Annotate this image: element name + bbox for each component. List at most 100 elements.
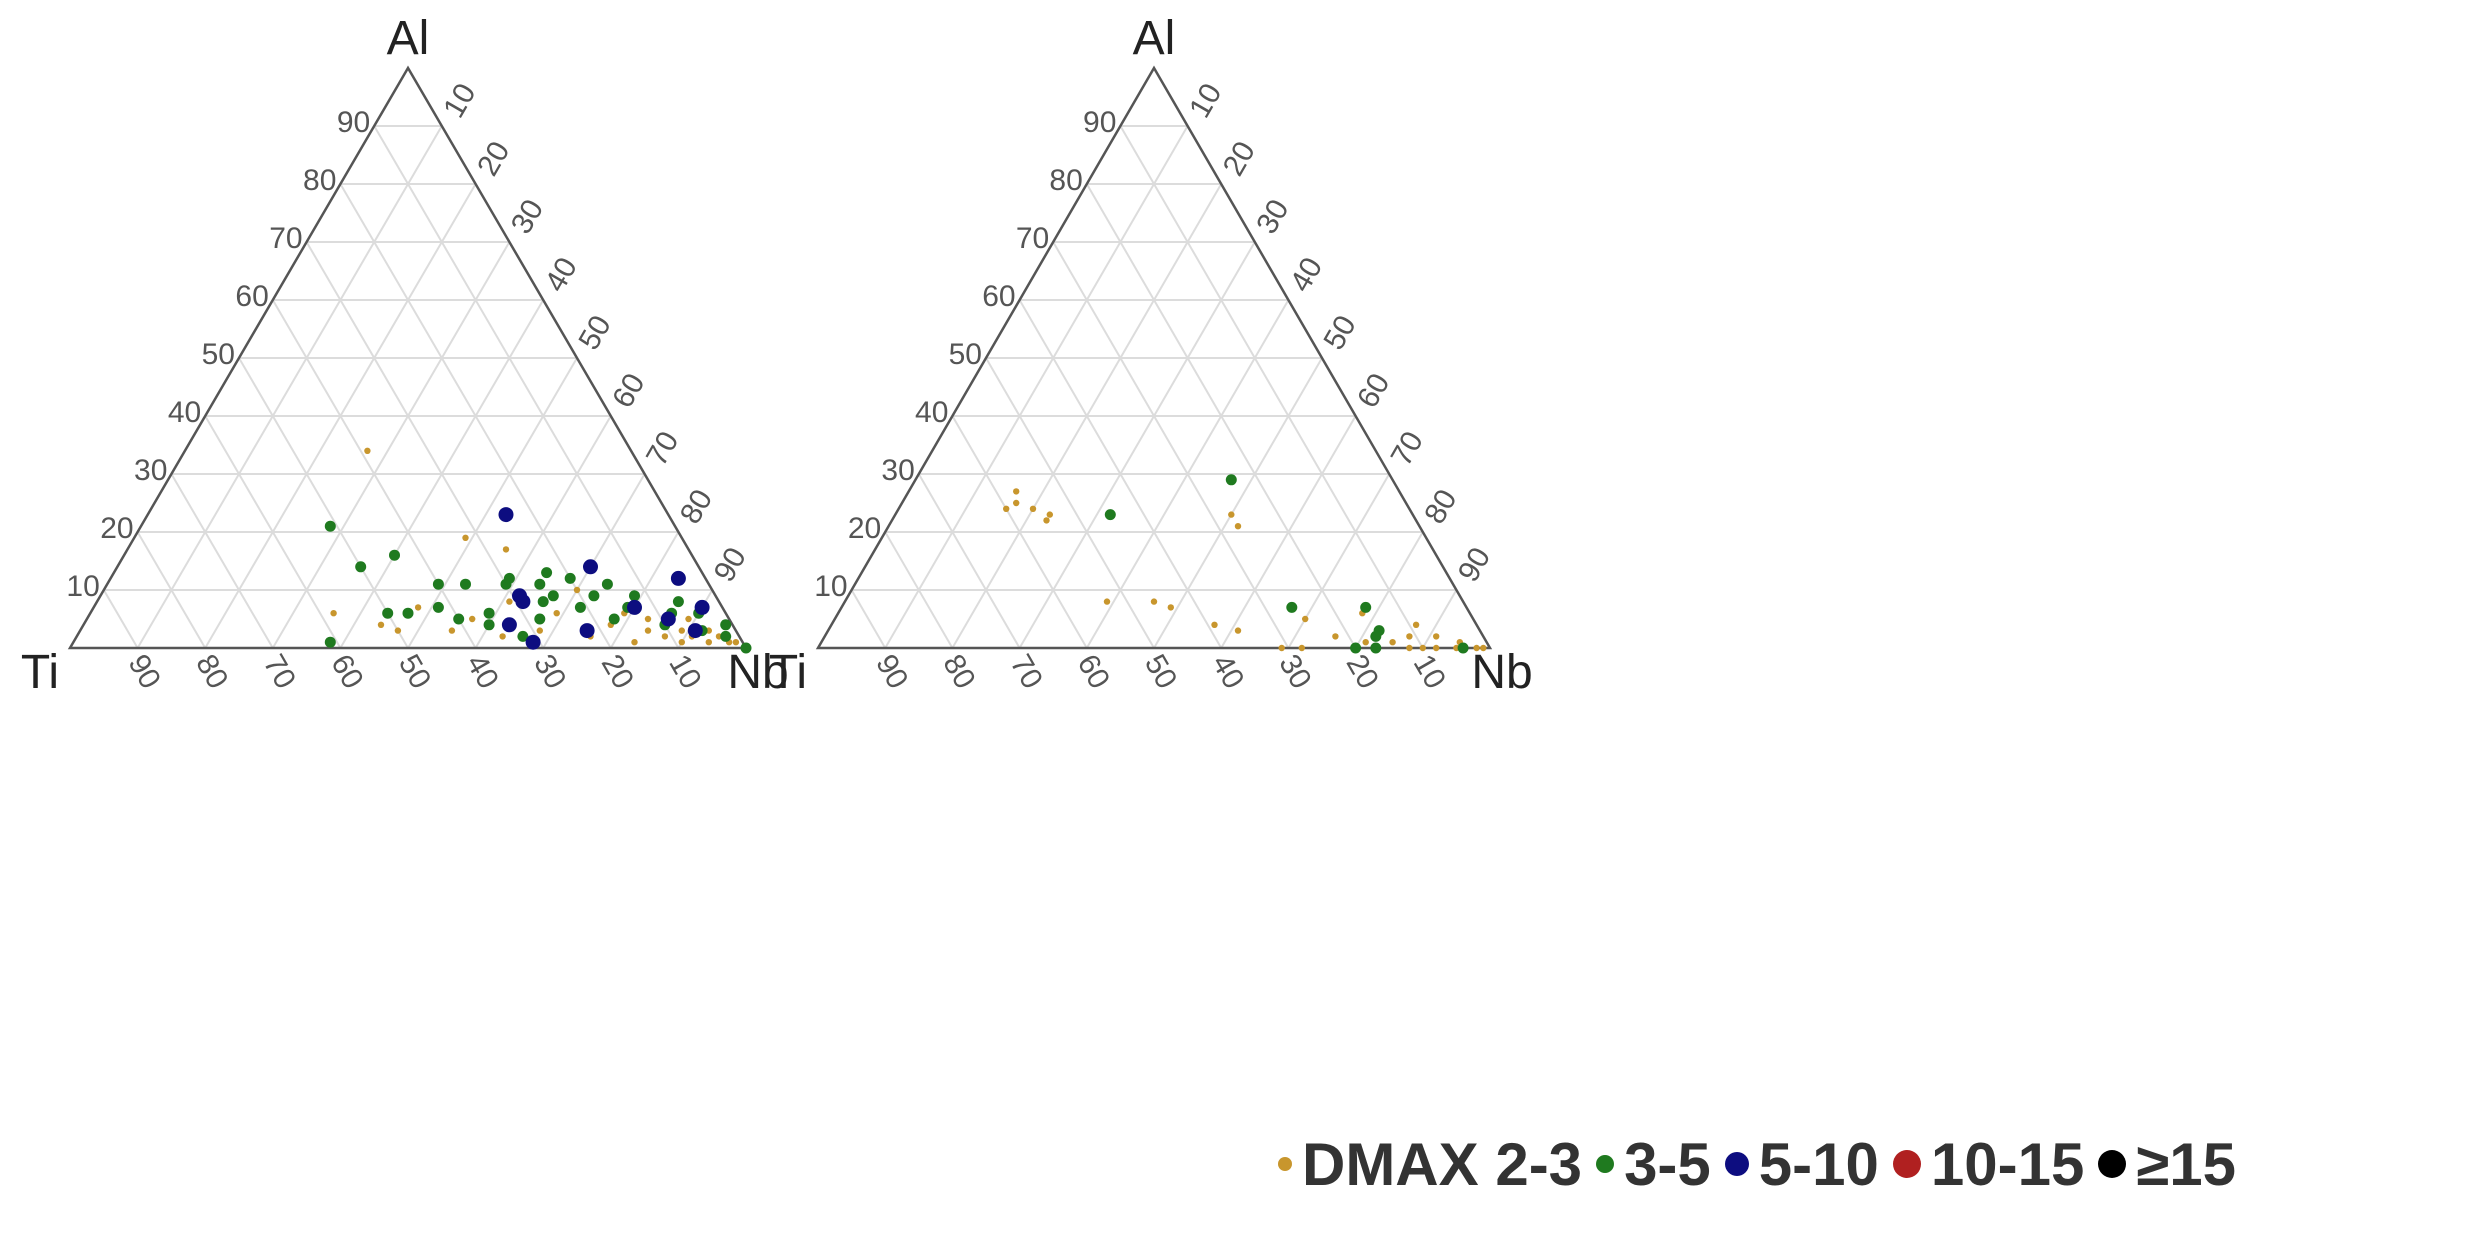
- grid-line: [1354, 531, 1424, 649]
- data-point: [1350, 642, 1362, 654]
- data-point: [579, 623, 595, 639]
- tick-label-al: 30: [881, 454, 914, 487]
- tick-label-nb: 40: [1284, 252, 1329, 297]
- tick-label-nb: 60: [1351, 368, 1396, 413]
- tick-label-ti: 80: [936, 649, 981, 694]
- data-point: [502, 546, 510, 553]
- data-point: [534, 613, 546, 625]
- data-point: [1433, 644, 1440, 652]
- data-point: [499, 633, 506, 640]
- data-point: [631, 639, 638, 646]
- data-point: [469, 615, 476, 623]
- legend-item-3-5: 3-5: [1596, 1130, 1711, 1199]
- data-point: [1286, 601, 1298, 613]
- tick-label-ti: 50: [1138, 649, 1183, 694]
- data-point: [377, 621, 385, 628]
- data-point: [1360, 601, 1372, 613]
- tick-label-ti: 90: [122, 649, 167, 694]
- data-point: [483, 619, 495, 631]
- grid-line: [951, 415, 1088, 649]
- data-point: [483, 607, 495, 619]
- data-point: [1373, 625, 1385, 637]
- tick-label-al: 20: [848, 512, 881, 545]
- data-point: [324, 636, 336, 648]
- data-points: [324, 447, 752, 654]
- tick-label-al: 80: [1049, 164, 1082, 197]
- grid-line: [136, 531, 207, 649]
- tick-label-nb: 30: [505, 194, 550, 239]
- data-point: [1473, 644, 1480, 652]
- data-point: [1013, 499, 1020, 507]
- tick-label-al: 70: [1016, 222, 1049, 255]
- tick-label-al: 90: [1083, 106, 1116, 139]
- tick-label-nb: 20: [471, 136, 516, 181]
- grid-line: [407, 357, 578, 649]
- grid-line: [271, 241, 511, 649]
- triangle-frame: [67, 65, 749, 650]
- grid-line: [238, 357, 409, 649]
- legend-label: DMAX 2-3: [1302, 1130, 1583, 1198]
- grid-line: [609, 531, 680, 649]
- tick-label-ti: 50: [392, 649, 437, 694]
- data-point: [364, 447, 371, 454]
- data-point: [462, 534, 469, 541]
- data-point: [525, 634, 541, 650]
- tick-label-nb: 50: [572, 310, 617, 355]
- data-point: [574, 601, 586, 613]
- grid: [850, 125, 1458, 649]
- legend-item-10-15: 10-15: [1892, 1130, 2084, 1199]
- data-point: [1029, 505, 1037, 512]
- grid-line: [884, 531, 954, 649]
- data-point: [678, 639, 685, 646]
- data-point: [1150, 598, 1158, 605]
- tick-label-ti: 80: [189, 649, 234, 694]
- grid: [102, 125, 714, 649]
- vertex-label-nb: Nb: [727, 646, 788, 699]
- tick-label-ti: 90: [869, 649, 914, 694]
- legend: DMAX 2-3 3-5 5-10 10-15 ≥15: [1278, 1128, 2250, 1200]
- vertex-label-al: Al: [1133, 12, 1176, 65]
- tick-label-al: 80: [303, 164, 336, 197]
- data-point: [1234, 627, 1242, 634]
- tick-label-al: 50: [202, 338, 235, 371]
- data-points: [1003, 474, 1487, 654]
- grid-line: [1018, 241, 1256, 649]
- data-point: [537, 596, 549, 608]
- grid-line: [373, 125, 680, 649]
- tick-label-nb: 70: [640, 426, 685, 471]
- tick-label-nb: 10: [1183, 78, 1228, 123]
- data-point: [1412, 621, 1420, 628]
- tick-label-ti: 20: [595, 649, 640, 694]
- grid-line: [985, 357, 1155, 649]
- series-3-5: [324, 520, 752, 654]
- data-point: [448, 627, 456, 634]
- tick-label-ti: 20: [1340, 649, 1385, 694]
- tick-label-ti: 10: [662, 649, 707, 694]
- data-point: [1211, 621, 1218, 628]
- data-point: [1046, 511, 1054, 518]
- data-point: [1225, 474, 1237, 486]
- grid-line: [1153, 357, 1323, 649]
- tick-label-ti: 10: [1407, 649, 1452, 694]
- tick-label-al: 10: [66, 570, 99, 603]
- data-point: [1302, 615, 1309, 623]
- data-point: [517, 630, 529, 642]
- data-point: [644, 627, 652, 634]
- tick-label-al: 30: [134, 454, 167, 487]
- data-point: [503, 572, 515, 584]
- data-point: [583, 559, 598, 575]
- data-point: [1228, 511, 1235, 518]
- tick-label-ti: 40: [460, 649, 505, 694]
- tick-label-nb: 80: [1418, 484, 1463, 529]
- tick-label-al: 40: [915, 396, 948, 429]
- grid-line: [170, 473, 274, 649]
- legend-item-15-plus: ≥15: [2098, 1130, 2236, 1199]
- vertex-label-ti: Ti: [21, 646, 59, 699]
- tick-label-ti: 60: [324, 649, 369, 694]
- data-point: [1370, 642, 1382, 654]
- data-point: [536, 627, 543, 634]
- data-point: [355, 561, 367, 573]
